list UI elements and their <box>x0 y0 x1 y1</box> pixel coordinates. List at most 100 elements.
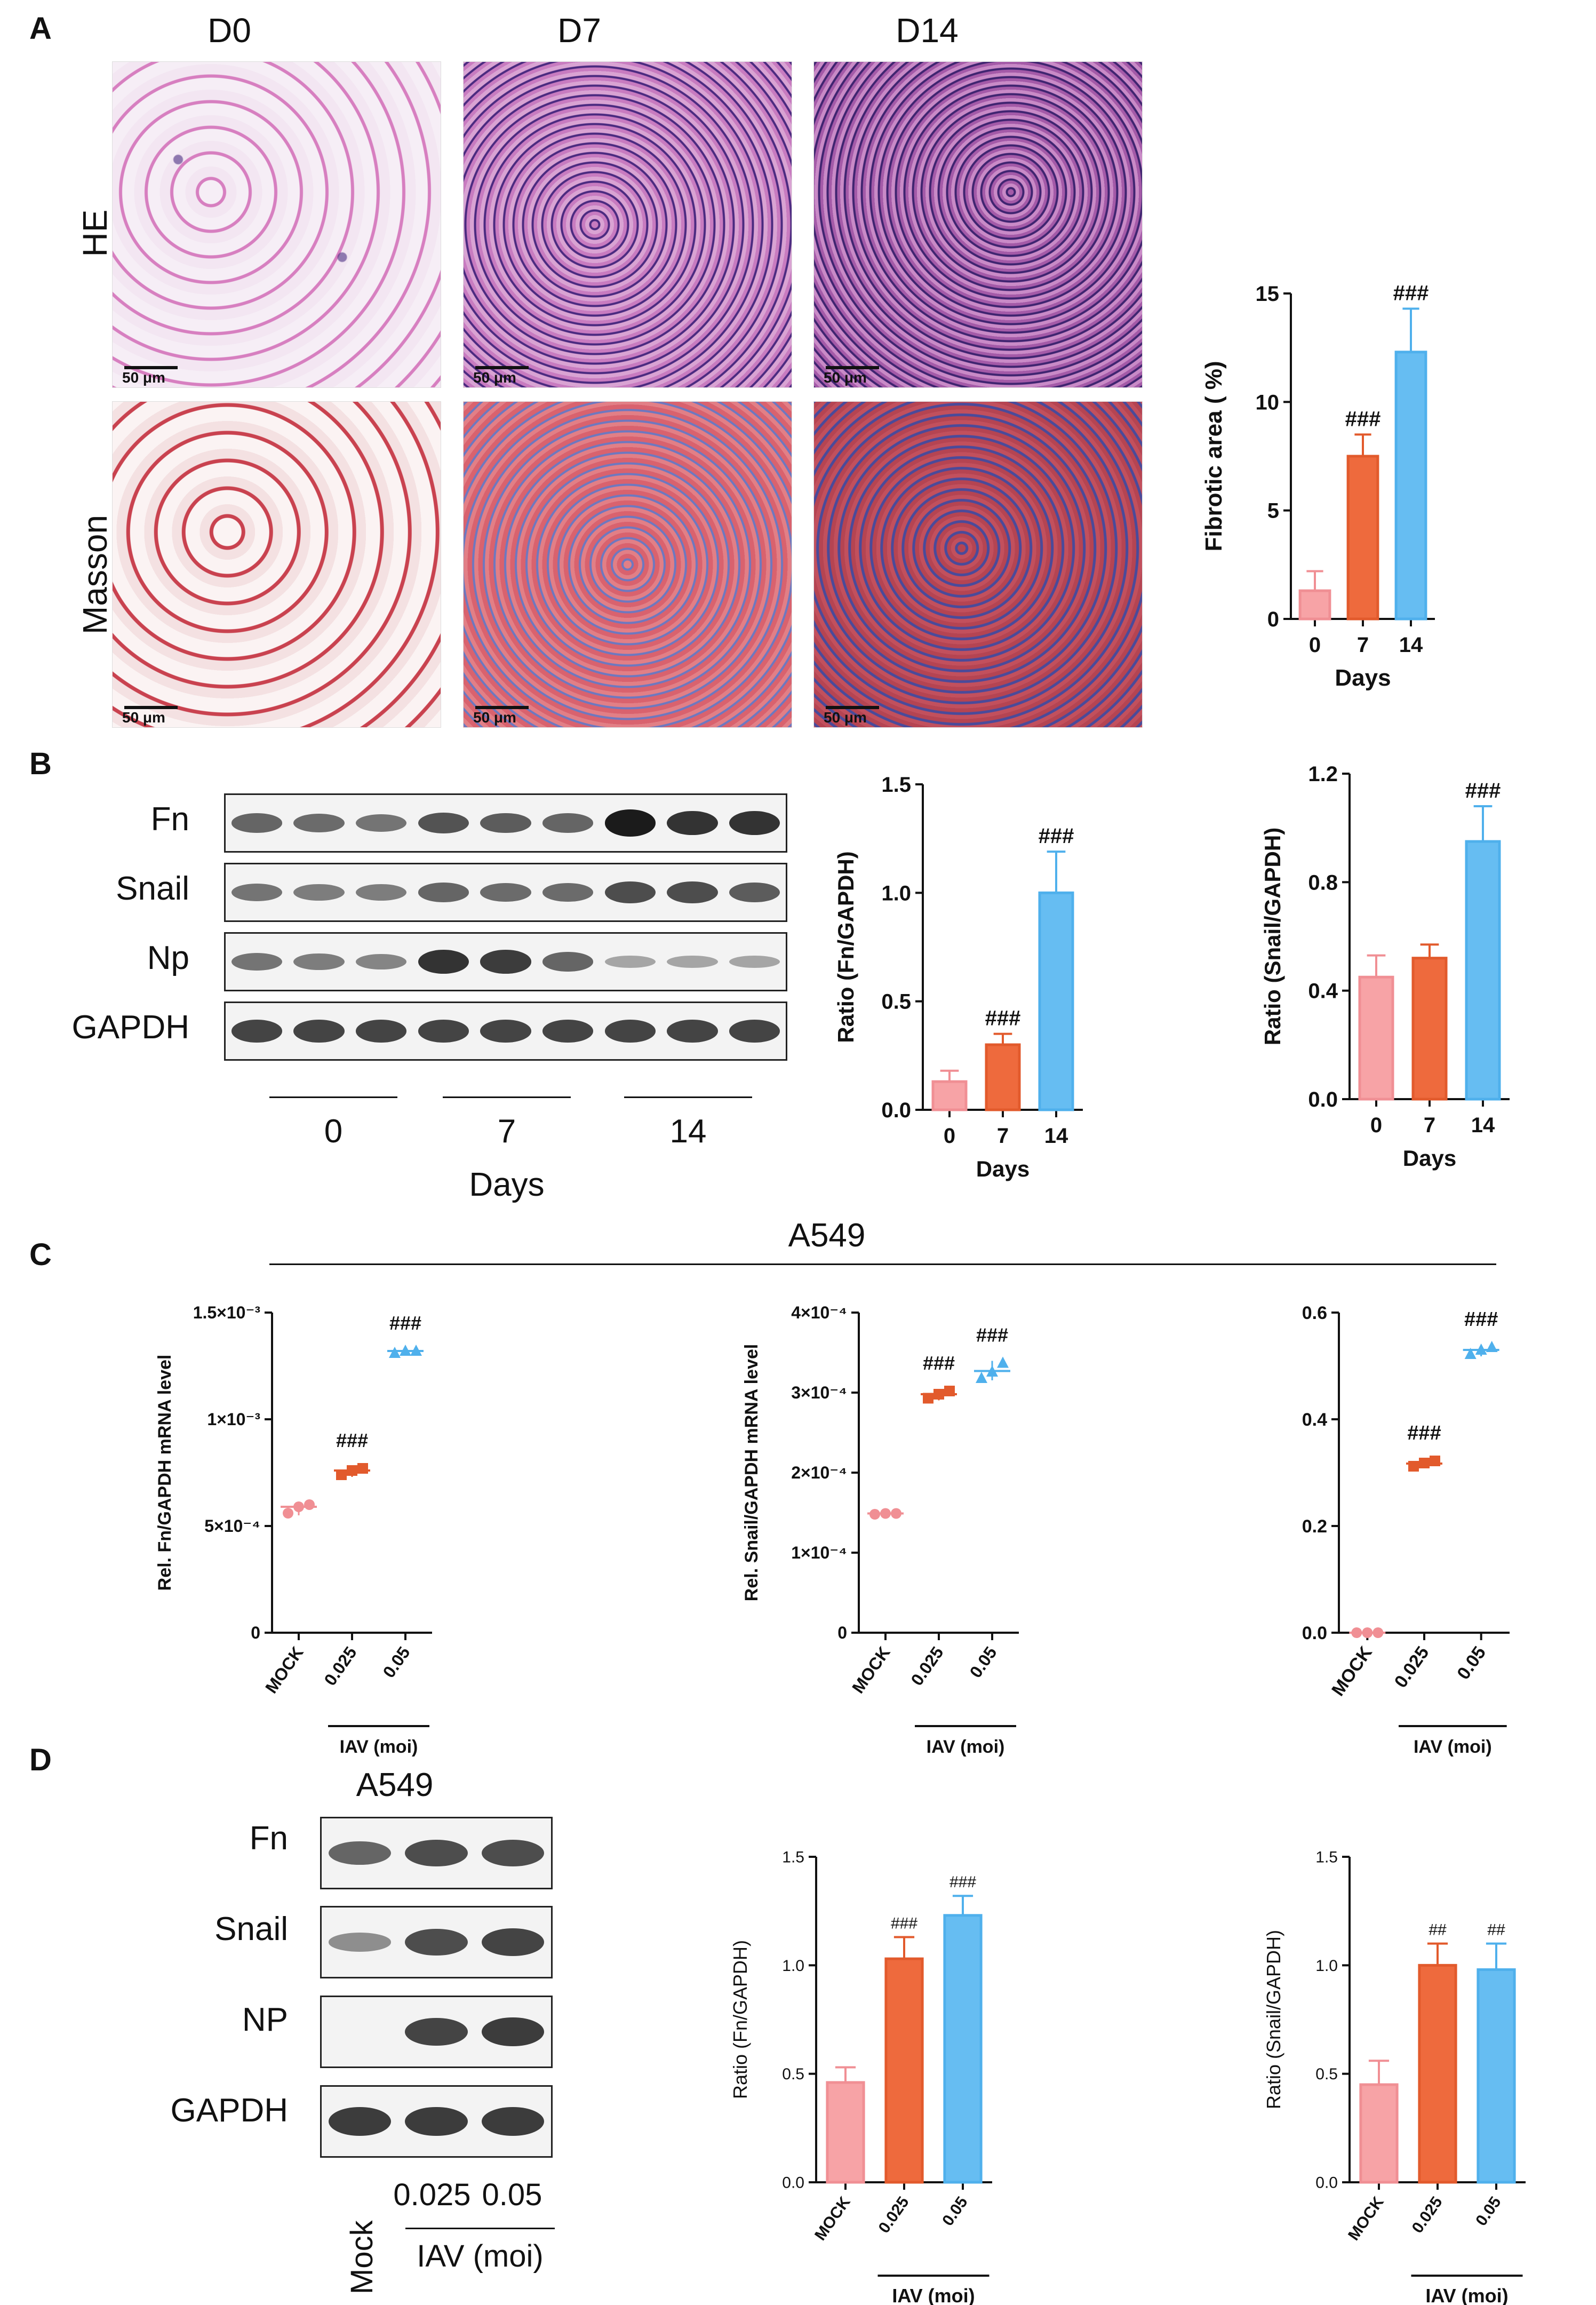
column-label-d0: D0 <box>208 11 251 50</box>
scale-bar <box>124 366 178 369</box>
x-tick-label: MOCK <box>1328 1642 1376 1699</box>
x-tick-label: 0.05 <box>1472 2193 1505 2229</box>
y-tick-label: 0.5 <box>782 2065 804 2083</box>
lane-label-mock: Mock <box>345 2220 379 2294</box>
data-point <box>1475 1344 1487 1355</box>
panel-label-b: B <box>29 746 52 781</box>
x-tick-label: 0 <box>1309 633 1321 657</box>
x-tick-label: 0 <box>1370 1114 1382 1137</box>
bar <box>826 2081 865 2184</box>
blot-band <box>667 1020 718 1043</box>
panel-c-header-line <box>269 1263 1496 1265</box>
significance-label: ## <box>1487 1921 1505 1939</box>
blot-band <box>729 882 780 903</box>
significance-label: ### <box>336 1429 368 1451</box>
blot-band <box>231 952 283 971</box>
x-tick-label: 0.025 <box>320 1643 360 1689</box>
scale-bar-label: 50 μm <box>824 709 867 726</box>
blot-band <box>328 2107 392 2136</box>
blot-band <box>418 883 469 902</box>
x-tick-label: 0.05 <box>379 1643 414 1681</box>
blot-band <box>480 950 531 974</box>
data-point <box>336 1469 347 1480</box>
blot-band <box>480 813 531 833</box>
y-tick-label: 1.0 <box>1315 1957 1338 1975</box>
blot-band <box>418 812 469 834</box>
x-tick-label: MOCK <box>811 2193 854 2244</box>
x-tick-label: 0.05 <box>966 1643 1001 1681</box>
y-tick-label: 0.2 <box>1302 1516 1327 1537</box>
column-label-d7: D7 <box>557 11 601 50</box>
blot-band <box>667 881 718 903</box>
y-tick-label: 5 <box>1267 499 1279 523</box>
y-axis-label: Ratio (Fn/GAPDH) <box>729 1940 751 2099</box>
significance-label: ### <box>985 1007 1021 1030</box>
x-axis-label: IAV (moi) <box>927 1737 1005 1757</box>
data-point <box>1362 1627 1373 1638</box>
group-label-14: 14 <box>669 1113 707 1150</box>
blot-label-np: NP <box>242 2001 288 2038</box>
blot-label-gapdh: GAPDH <box>170 2092 288 2129</box>
blot-band <box>542 883 594 902</box>
blot-gapdh <box>320 2085 553 2158</box>
blot-band <box>328 1841 392 1865</box>
bar <box>1394 351 1427 621</box>
scale-bar <box>826 366 879 369</box>
micrograph-he-d14: 50 μm <box>813 61 1143 388</box>
blot-label-fn: Fn <box>150 801 189 838</box>
scale-bar-label: 50 μm <box>122 369 165 386</box>
y-axis-label: Rel. Fn/GAPDH mRNA level <box>155 1355 175 1591</box>
blot-band <box>355 953 407 970</box>
blot-band <box>231 883 283 902</box>
lane-label-005: 0.05 <box>482 2177 542 2212</box>
blot-band <box>729 955 780 968</box>
data-point <box>410 1345 422 1356</box>
panel-d-header: A549 <box>356 1767 434 1803</box>
blot-band <box>542 1020 594 1043</box>
blot-band <box>667 810 718 836</box>
data-point <box>891 1508 901 1519</box>
data-point <box>1372 1627 1384 1638</box>
blot-band <box>231 813 283 833</box>
significance-label: ### <box>923 1352 955 1374</box>
chart-c-fn-mrna: 0 5×10⁻⁴ 1×10⁻³ 1.5×10⁻³ MOCK 0.025 0.05 IAV (m… <box>155 1303 432 1757</box>
x-axis-label: IAV (moi) <box>892 2285 975 2305</box>
y-tick-label: 0.0 <box>1315 2174 1338 2192</box>
bar <box>1038 891 1074 1111</box>
significance-label: ### <box>976 1324 1008 1346</box>
panel-label-c: C <box>29 1237 52 1272</box>
data-point <box>869 1509 880 1520</box>
significance-label: ### <box>389 1312 421 1334</box>
y-tick-label: 1.5 <box>1315 1849 1338 1866</box>
x-axis-label: Days <box>976 1156 1030 1181</box>
blot-band <box>481 1839 545 1867</box>
x-axis-label: IAV (moi) <box>340 1737 418 1757</box>
blot-band <box>293 953 345 971</box>
data-point <box>923 1393 933 1404</box>
y-tick-label: 1.5×10⁻³ <box>193 1303 260 1322</box>
blot-band <box>729 1020 780 1043</box>
blot-band <box>604 1020 656 1043</box>
y-tick-label: 1.2 <box>1308 762 1338 786</box>
blot-band <box>405 1928 468 1956</box>
y-axis-label: Ratio (Fn/GAPDH) <box>833 851 858 1043</box>
bar <box>1359 2083 1399 2184</box>
bar <box>1346 455 1379 621</box>
column-label-d14: D14 <box>896 11 959 50</box>
blot-band <box>405 2107 468 2136</box>
y-tick-label: 1.0 <box>881 881 911 905</box>
lane-label-0025: 0.025 <box>393 2177 471 2212</box>
y-tick-label: 0.4 <box>1308 980 1338 1003</box>
bar <box>884 1957 924 2184</box>
x-axis-label: IAV (moi) <box>1414 1737 1492 1757</box>
bar <box>1477 1968 1516 2184</box>
blot-band <box>293 1020 345 1043</box>
chart-d-fn-gapdh: 0.0 0.5 1.0 1.5 MOCK 0.025 0.05 IAV (moi) Ratio … <box>729 1849 992 2305</box>
scale-bar-label: 50 μm <box>473 709 516 726</box>
data-point <box>997 1356 1009 1368</box>
significance-label: ### <box>1393 281 1429 305</box>
micrograph-masson-d0: 50 μm <box>112 401 441 728</box>
blot-band <box>293 814 345 832</box>
chart-c-snail-mrna: 0 1×10⁻⁴ 2×10⁻⁴ 3×10⁻⁴ 4×10⁻⁴ MOCK 0.025 0.05 IA… <box>741 1303 1019 1757</box>
micrograph-masson-d7: 50 μm <box>463 401 792 728</box>
